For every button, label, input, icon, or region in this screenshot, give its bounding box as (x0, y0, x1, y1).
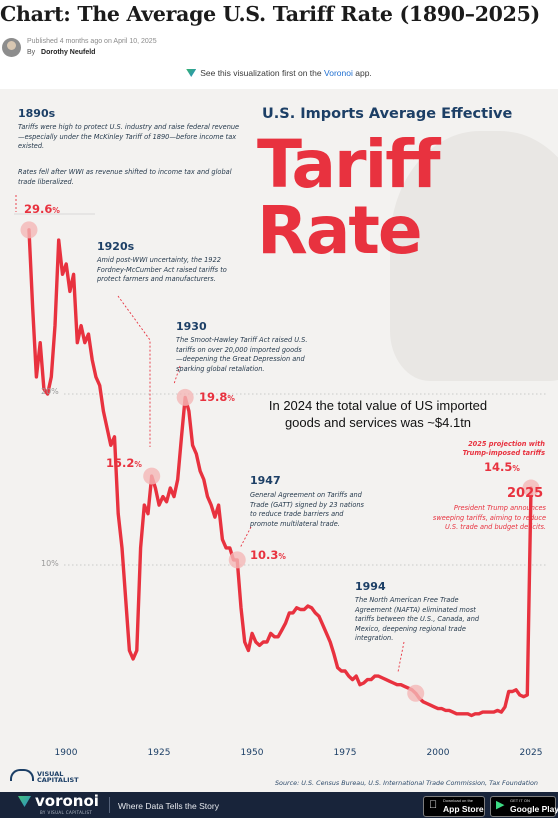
value-1932: 19.8% (199, 390, 235, 404)
highlight-1890 (20, 221, 38, 239)
x-tick-1925: 1925 (147, 748, 171, 758)
era-1994: 1994 (355, 580, 386, 593)
leader-line-1 (117, 295, 151, 447)
era-1890s: 1890s (18, 107, 56, 120)
vc-logo-word-2: CAPITALIST (37, 776, 79, 784)
app-store-button[interactable]:  Download on the App Store (423, 796, 485, 817)
leader-line-4 (397, 641, 405, 673)
source-note: Source: U.S. Census Bureau, U.S. Interna… (275, 779, 538, 787)
x-tick-1950: 1950 (240, 748, 264, 758)
note-1890s-a: Tariffs were high to protect U.S. indust… (18, 123, 240, 151)
note-1930: The Smoot-Hawley Tariff Act raised U.S. … (176, 336, 308, 373)
era-2025: 2025 (507, 486, 544, 501)
google-play-button[interactable]: ▶ GET IT ON Google Play (490, 796, 558, 817)
by-label: By (27, 49, 36, 56)
avatar (2, 38, 21, 57)
infographic-panel (0, 89, 558, 792)
value-1946-percent: % (278, 552, 286, 561)
google-play-small: GET IT ON (510, 798, 530, 803)
highlight-1946 (228, 551, 246, 569)
value-2025-percent: % (512, 464, 520, 473)
highlight-2025 (522, 479, 540, 497)
leader-line-3 (239, 526, 252, 549)
app-store-small: Download on the (443, 798, 474, 803)
note-2025: President Trump announces sweeping tarif… (432, 504, 546, 532)
vc-arc-icon (10, 769, 34, 781)
x-tick-1975: 1975 (333, 748, 357, 758)
footer-logo[interactable]: voronoi (18, 794, 99, 809)
highlight-markers (20, 221, 540, 702)
note-1890s-b: Rates fell after WWI as revenue shifted … (18, 168, 232, 186)
app-note: See this visualization first on the Voro… (0, 68, 558, 78)
note-1994: The North American Free Trade Agreement … (355, 596, 480, 643)
highlight-1932 (176, 388, 194, 406)
value-1923: 15.2% (106, 456, 142, 470)
tariff-rate-line (27, 228, 533, 718)
value-1890: 29.6% (24, 202, 60, 216)
era-1947: 1947 (250, 474, 281, 487)
era-1930: 1930 (176, 320, 207, 333)
app-note-prefix: See this visualization first on the (200, 68, 322, 78)
highlight-1994 (407, 684, 425, 702)
x-tick-2000: 2000 (426, 748, 450, 758)
voronoi-leaf-icon (18, 796, 31, 807)
published-date: Published 4 months ago on April 10, 2025 (27, 38, 157, 45)
x-tick-2025: 2025 (519, 748, 543, 758)
value-1890-number: 29.6 (24, 202, 53, 216)
vc-logo-word-1: VISUAL (37, 769, 64, 778)
byline: By Dorothy Neufeld (27, 49, 95, 56)
apple-icon:  (429, 800, 437, 811)
chart-gridlines (14, 213, 548, 566)
leader-line-2 (173, 365, 181, 385)
voronoi-link[interactable]: Voronoi (324, 68, 353, 78)
footer-byline: BY VISUAL CAPITALIST (40, 810, 93, 815)
x-tick-1900: 1900 (54, 748, 78, 758)
footer-brand: voronoi (35, 792, 99, 810)
title-big-tariff: Tariff (257, 126, 441, 203)
app-store-name: App Store (443, 804, 484, 814)
overlay-text: In 2024 the total value of US imported g… (268, 398, 488, 431)
google-play-icon: ▶ (496, 799, 505, 811)
value-1932-number: 19.8 (199, 390, 228, 404)
y-tick-20: 20% (41, 387, 59, 396)
voronoi-icon (186, 69, 197, 77)
title-big-rate: Rate (257, 192, 423, 269)
page-title: Chart: The Average U.S. Tariff Rate (189… (0, 2, 540, 26)
value-1946: 10.3% (250, 548, 286, 562)
app-note-suffix: app. (355, 68, 372, 78)
value-2025-number: 14.5 (484, 460, 513, 474)
author-link[interactable]: Dorothy Neufeld (41, 49, 96, 56)
footer-tagline: Where Data Tells the Story (118, 801, 219, 811)
projection-label: 2025 projection with Trump-imposed tarif… (462, 440, 545, 458)
value-2025: 14.5% (484, 460, 520, 474)
portrait-watermark (390, 131, 558, 381)
value-1890-percent: % (52, 206, 60, 215)
google-play-name: Google Play (510, 804, 558, 814)
visual-capitalist-logo: VISUAL CAPITALIST (10, 769, 79, 784)
y-tick-10: 10% (41, 559, 59, 568)
note-1947: General Agreement on Tariffs and Trade (… (250, 491, 364, 528)
value-1923-number: 15.2 (106, 456, 135, 470)
value-1946-number: 10.3 (250, 548, 279, 562)
era-1920s: 1920s (97, 240, 135, 253)
highlight-1923 (143, 467, 161, 485)
title-small: U.S. Imports Average Effective (262, 106, 513, 122)
value-1932-percent: % (227, 394, 235, 403)
annotation-leaders (15, 195, 405, 673)
footer-divider (109, 797, 110, 813)
value-1923-percent: % (134, 460, 142, 469)
note-1920s: Amid post-WWI uncertainty, the 1922 Ford… (97, 256, 227, 284)
